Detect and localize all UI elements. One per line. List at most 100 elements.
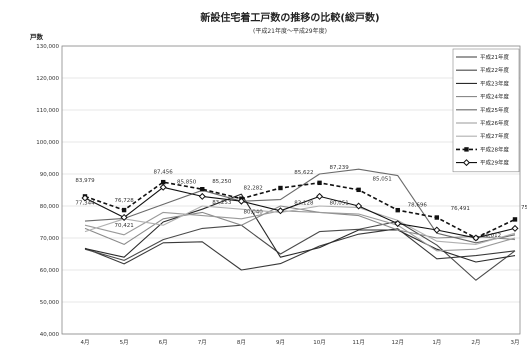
x-tick-label: 5月 <box>120 339 129 346</box>
series-point <box>159 183 167 191</box>
x-tick-label: 3月 <box>511 339 520 346</box>
y-tick-label: 60,000 <box>40 268 60 274</box>
y-tick-label: 130,000 <box>36 44 59 50</box>
legend-item: 平成22年度 <box>456 66 509 74</box>
data-label: 78,696 <box>408 203 428 209</box>
series-point <box>237 197 245 205</box>
x-tick-label: 6月 <box>159 339 168 346</box>
x-tick-label: 1月 <box>432 339 441 346</box>
series-point <box>512 217 518 222</box>
legend: 平成21年度平成22年度平成23年度平成24年度平成25年度平成26年度平成27… <box>452 48 520 173</box>
series-line <box>84 186 516 239</box>
series-point <box>160 179 166 185</box>
data-label: 83,253 <box>212 200 232 206</box>
legend-label: 平成26年度 <box>480 119 509 127</box>
x-tick-label: 11月 <box>352 339 365 346</box>
legend-label: 平成25年度 <box>480 106 509 114</box>
y-tick-label: 90,000 <box>40 172 60 178</box>
series-line <box>84 210 516 252</box>
data-label: 87,456 <box>154 169 174 175</box>
legend-label: 平成27年度 <box>480 132 509 140</box>
data-label: 70,421 <box>114 223 133 229</box>
data-label: 83,979 <box>75 178 95 184</box>
series-9 <box>81 183 519 242</box>
legend-item: 平成23年度 <box>456 79 509 87</box>
legend-item: 平成27年度 <box>456 132 509 140</box>
data-label: 80,040 <box>243 210 263 216</box>
y-axis: 130,000 120,000 110,000 100,000 90,000 80,000… <box>36 44 59 338</box>
data-label: 85,850 <box>177 180 197 186</box>
x-tick-label: 9月 <box>276 339 285 346</box>
data-label: 85,250 <box>212 179 232 185</box>
x-axis: 4月 5月 6月 7月 8月 9月 10月 11月 12月 1月 2月 3月 <box>81 339 520 346</box>
series-line <box>84 181 516 239</box>
y-tick-label: 120,000 <box>36 76 59 82</box>
chart-subtitle: (平成21年度～平成29年度) <box>253 27 327 35</box>
legend-item: 平成24年度 <box>456 93 509 101</box>
legend-box <box>452 48 520 173</box>
y-tick-label: 100,000 <box>36 140 59 146</box>
x-tick-label: 4月 <box>81 339 90 346</box>
series-point <box>121 207 127 213</box>
series-3 <box>84 193 516 263</box>
legend-item: 平成28年度 <box>456 145 509 153</box>
legend-item: 平成21年度 <box>456 53 509 61</box>
x-tick-label: 10月 <box>313 339 326 346</box>
data-label: 76,728 <box>114 198 134 204</box>
series-point <box>200 187 205 192</box>
series-7 <box>84 205 516 245</box>
legend-item: 平成25年度 <box>456 106 509 114</box>
series-point <box>317 180 322 186</box>
y-tick-label: 50,000 <box>40 300 60 306</box>
data-label: 70,012 <box>482 233 501 239</box>
legend-label: 平成23年度 <box>480 79 509 87</box>
series-line <box>84 193 516 263</box>
series-point <box>356 187 361 193</box>
legend-label: 平成22年度 <box>480 66 509 74</box>
legend-label: 平成24年度 <box>480 93 509 101</box>
series-point <box>316 192 324 200</box>
x-tick-label: 12月 <box>391 339 404 346</box>
data-label: 77,344 <box>75 201 95 207</box>
series-point <box>394 220 402 228</box>
legend-label: 平成21年度 <box>480 53 509 61</box>
series-line <box>84 228 516 271</box>
series-point <box>81 194 89 202</box>
y-tick-label: 40,000 <box>40 332 60 338</box>
x-tick-label: 8月 <box>237 339 246 346</box>
y-tick-label: 70,000 <box>40 236 60 242</box>
y-unit-label: 戸数 <box>30 32 44 41</box>
data-label: 87,239 <box>329 165 349 171</box>
series-point <box>276 207 284 215</box>
series-point <box>278 185 283 191</box>
series-point <box>462 159 471 167</box>
series-lines <box>81 168 519 281</box>
grid <box>62 45 520 335</box>
y-tick-label: 80,000 <box>40 204 60 210</box>
legend-item: 平成29年度 <box>456 159 509 167</box>
data-label: 83,128 <box>294 201 314 207</box>
data-label: 85,051 <box>372 176 391 182</box>
data-label: 85,622 <box>294 170 313 176</box>
series-point <box>472 234 480 242</box>
series-point <box>433 226 441 234</box>
legend-label: 平成29年度 <box>480 159 509 167</box>
series-line <box>84 168 516 244</box>
series-5 <box>84 168 516 244</box>
data-label: 76,491 <box>451 206 470 212</box>
legend-item: 平成26年度 <box>456 119 509 127</box>
series-point <box>511 224 519 232</box>
series-point <box>434 215 440 220</box>
plot-frame <box>61 45 521 335</box>
data-label: 80,051 <box>329 201 348 207</box>
data-label: 82,282 <box>243 185 262 191</box>
series-point <box>355 202 363 210</box>
series-line <box>84 205 516 245</box>
series-point <box>395 207 400 213</box>
x-tick-label: 7月 <box>198 339 207 346</box>
legend-label: 平成28年度 <box>480 145 509 153</box>
chart-title: 新設住宅着工戸数の推移の比較(総戸数) <box>200 11 379 24</box>
x-tick-label: 2月 <box>471 339 480 346</box>
